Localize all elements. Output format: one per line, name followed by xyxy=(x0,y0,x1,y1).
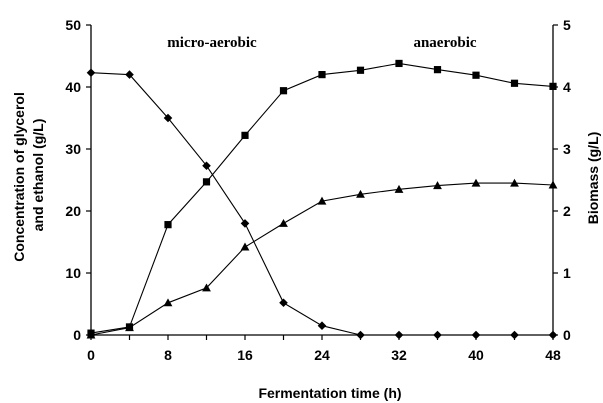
data-point-diamond xyxy=(279,298,288,308)
y-tick-label: 40 xyxy=(65,79,81,95)
x-tick-label: 40 xyxy=(468,347,484,363)
data-point-diamond xyxy=(163,113,173,123)
data-point-square xyxy=(395,59,403,68)
data-point-diamond xyxy=(202,161,211,171)
x-tick-label: 48 xyxy=(545,347,561,363)
y2-tick-label: 4 xyxy=(563,79,571,95)
data-point-square xyxy=(241,131,249,139)
y-axis-title: Concentration of glycerol and ethanol (g… xyxy=(11,88,46,261)
annotation-micro-aerobic: micro-aerobic xyxy=(167,35,257,51)
y2-tick-label: 5 xyxy=(563,17,571,33)
data-point-square xyxy=(549,82,557,90)
data-point-square xyxy=(202,178,211,186)
x-tick-label: 16 xyxy=(237,347,253,363)
data-point-triangle xyxy=(394,184,404,193)
x-axis-title: Fermentation time (h) xyxy=(258,385,401,401)
data-point-diamond xyxy=(548,330,558,340)
x-tick-label: 24 xyxy=(314,347,330,363)
y2-tick-label: 0 xyxy=(563,327,571,343)
data-point-triangle xyxy=(240,242,250,251)
annotation-anaerobic: anaerobic xyxy=(413,35,476,51)
data-point-triangle xyxy=(279,219,288,227)
y2-tick-label: 3 xyxy=(563,141,571,157)
data-point-triangle xyxy=(471,178,481,187)
data-point-diamond xyxy=(317,321,327,330)
y-axis-title-line-2: and ethanol (g/L) xyxy=(30,119,46,232)
series-layer xyxy=(86,59,558,340)
data-point-diamond xyxy=(510,330,519,340)
data-point-square xyxy=(356,66,365,74)
data-point-triangle xyxy=(125,323,134,332)
data-point-diamond xyxy=(86,68,96,78)
y2-axis-title: Biomass (g/L) xyxy=(585,132,601,225)
y-tick-label: 50 xyxy=(65,17,81,33)
x-tick-label: 8 xyxy=(164,347,172,363)
data-point-triangle xyxy=(86,330,96,339)
y-tick-label: 20 xyxy=(65,203,81,219)
data-point-square xyxy=(510,79,519,87)
series-line-triangle xyxy=(90,182,554,336)
data-point-triangle xyxy=(317,196,327,205)
x-tick-label: 0 xyxy=(87,347,95,363)
data-point-square xyxy=(472,71,480,79)
data-point-diamond xyxy=(394,330,404,340)
data-point-diamond xyxy=(125,70,134,79)
x-tick-label: 32 xyxy=(391,347,407,363)
data-point-diamond xyxy=(356,330,365,340)
y-tick-label: 10 xyxy=(65,265,81,281)
y-tick-label: 30 xyxy=(65,141,81,157)
data-point-triangle xyxy=(510,178,519,187)
data-point-diamond xyxy=(471,330,481,340)
data-point-triangle xyxy=(356,189,365,198)
data-point-triangle xyxy=(163,298,173,307)
data-point-triangle xyxy=(433,181,442,190)
y-axis-title-line-1: Concentration of glycerol xyxy=(11,92,27,262)
data-point-square xyxy=(279,87,288,95)
data-point-diamond xyxy=(240,219,250,228)
data-point-triangle xyxy=(202,283,211,292)
data-point-square xyxy=(318,71,326,79)
data-point-diamond xyxy=(433,330,442,340)
data-point-triangle xyxy=(548,180,558,189)
data-point-square xyxy=(433,66,442,74)
y-tick-label: 0 xyxy=(73,327,81,343)
y2-tick-label: 1 xyxy=(563,265,571,281)
data-point-square xyxy=(164,221,172,229)
y2-tick-label: 2 xyxy=(563,203,571,219)
